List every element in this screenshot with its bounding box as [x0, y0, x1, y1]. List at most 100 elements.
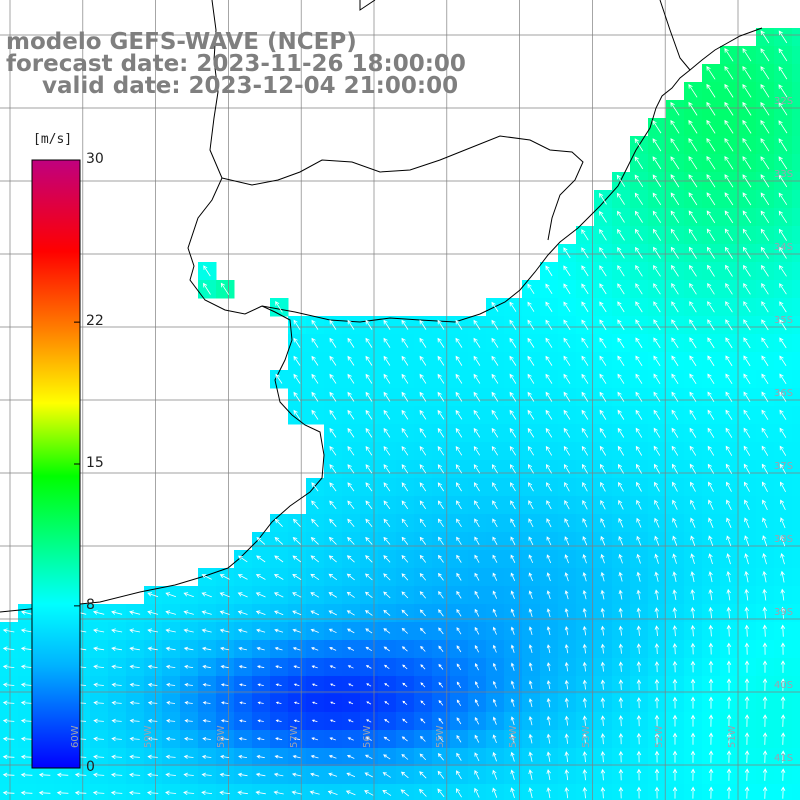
wind-arrow	[760, 138, 770, 152]
wind-arrow	[654, 571, 659, 582]
wind-arrow	[456, 554, 462, 563]
wind-arrow	[545, 283, 553, 295]
wind-arrow	[165, 754, 176, 759]
wind-arrow	[492, 698, 497, 707]
wind-arrow	[473, 464, 481, 474]
wind-cell	[396, 784, 415, 800]
wind-arrow	[672, 642, 678, 655]
wind-arrow	[202, 737, 211, 741]
wind-arrow	[761, 301, 769, 313]
wind-arrow	[726, 588, 731, 601]
wind-arrow	[365, 737, 372, 741]
wind-arrow	[743, 301, 751, 313]
wind-arrow	[129, 718, 140, 723]
wind-arrow	[634, 138, 644, 152]
wind-arrow	[635, 427, 643, 438]
wind-arrow	[329, 464, 337, 474]
wind-arrow	[347, 464, 355, 474]
wind-arrow	[761, 409, 769, 420]
wind-arrow	[780, 714, 786, 727]
wind-arrow	[437, 337, 445, 348]
wind-arrow	[779, 337, 787, 349]
wind-cell	[792, 352, 800, 371]
wind-arrow	[383, 536, 391, 545]
wind-arrow	[653, 265, 661, 277]
wind-arrow	[365, 319, 373, 330]
wind-cell	[792, 784, 800, 800]
wind-arrow	[56, 790, 69, 796]
wind-arrow	[635, 463, 642, 474]
wind-arrow	[706, 119, 716, 134]
wind-arrow	[2, 700, 15, 706]
wind-arrow	[760, 228, 770, 241]
wind-arrow	[165, 610, 177, 615]
wind-arrow	[166, 682, 176, 687]
coastline-path	[0, 305, 325, 613]
wind-arrow	[455, 409, 463, 420]
wind-arrow	[111, 718, 122, 724]
wind-arrow	[636, 517, 642, 528]
wind-arrow	[365, 628, 373, 634]
wind-arrow	[779, 355, 787, 367]
wind-arrow	[437, 770, 445, 779]
coastline-path	[221, 135, 584, 241]
wind-arrow	[742, 210, 752, 224]
wind-arrow	[2, 754, 15, 760]
wind-arrow	[147, 646, 158, 651]
longitude-label: 55W	[435, 725, 446, 748]
wind-arrow	[74, 790, 87, 796]
wind-arrow	[147, 664, 158, 669]
wind-arrow	[456, 609, 462, 617]
wind-arrow	[581, 373, 589, 384]
wind-cell	[90, 784, 109, 800]
wind-cell	[36, 784, 55, 800]
wind-arrow	[528, 518, 534, 528]
wind-arrow	[275, 373, 283, 384]
wind-arrow	[292, 592, 302, 598]
wind-arrow	[183, 790, 195, 796]
wind-cell	[792, 262, 800, 281]
wind-arrow	[528, 608, 533, 618]
wind-arrow	[20, 628, 33, 633]
wind-arrow	[742, 246, 751, 259]
wind-arrow	[402, 718, 408, 724]
wind-arrow	[527, 337, 535, 348]
wind-cell	[792, 622, 800, 641]
wind-arrow	[491, 355, 499, 366]
wind-arrow	[582, 481, 588, 492]
wind-arrow	[510, 554, 516, 563]
wind-arrow	[420, 645, 426, 652]
wind-arrow	[474, 608, 480, 617]
wind-arrow	[401, 427, 409, 438]
wind-arrow	[310, 537, 319, 545]
wind-arrow	[347, 500, 355, 510]
wind-arrow	[688, 228, 698, 241]
wind-cell	[792, 496, 800, 515]
wind-arrow	[257, 719, 264, 723]
wind-arrow	[438, 735, 444, 743]
wind-arrow	[762, 588, 767, 601]
wind-arrow	[636, 679, 642, 691]
wind-arrow	[563, 265, 571, 277]
wind-arrow	[383, 337, 391, 348]
wind-arrow	[329, 518, 337, 527]
wind-arrow	[670, 120, 680, 134]
wind-arrow	[330, 683, 336, 687]
wind-arrow	[743, 427, 751, 438]
wind-arrow	[744, 786, 750, 799]
wind-arrow	[744, 570, 749, 583]
wind-arrow	[528, 733, 533, 744]
wind-arrow	[706, 101, 716, 116]
wind-arrow	[492, 644, 497, 653]
wind-arrow	[744, 535, 750, 547]
wind-arrow	[220, 754, 230, 759]
wind-arrow	[546, 590, 551, 600]
wind-arrow	[437, 445, 445, 456]
wind-arrow	[617, 210, 625, 223]
wind-arrow	[672, 535, 678, 546]
wind-arrow	[202, 719, 211, 723]
wind-arrow	[761, 373, 769, 385]
wind-arrow	[636, 732, 642, 745]
wind-arrow	[600, 643, 605, 654]
